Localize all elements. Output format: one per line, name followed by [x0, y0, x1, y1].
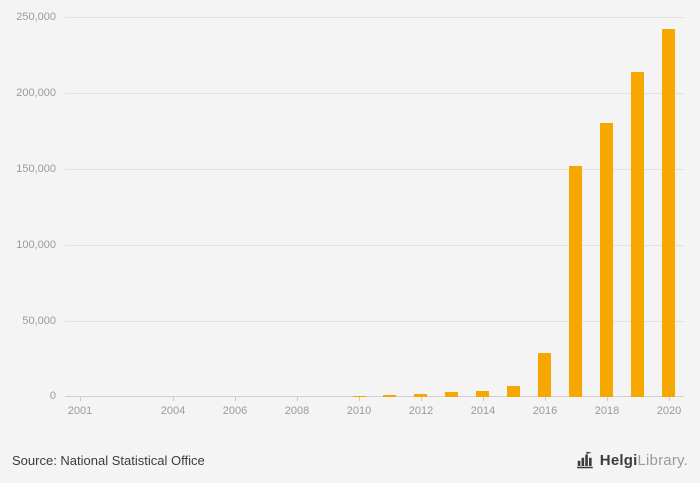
- y-tick-label: 250,000: [16, 11, 56, 23]
- x-tick-mark: [359, 397, 360, 401]
- bar-2020: [662, 29, 675, 397]
- gridline: [65, 321, 684, 322]
- bar-2017: [569, 166, 582, 397]
- x-tick-mark: [607, 397, 608, 401]
- gridline: [65, 17, 684, 18]
- logo-text-library: Library: [637, 451, 684, 469]
- chart-footer: Source: National Statistical Office Helg…: [0, 437, 700, 483]
- bar-2019: [631, 72, 644, 397]
- helgi-bars-icon: [576, 451, 595, 469]
- x-tick-label: 2020: [656, 405, 682, 417]
- x-tick-label: 2018: [594, 405, 620, 417]
- y-tick-label: 150,000: [16, 163, 56, 175]
- x-tick-label: 2008: [284, 405, 310, 417]
- logo-wordmark: HelgiLibrary.: [600, 452, 688, 469]
- x-tick-mark: [235, 397, 236, 401]
- x-tick-label: 2012: [408, 405, 434, 417]
- gridline: [65, 169, 684, 170]
- x-tick-label: 2014: [470, 405, 496, 417]
- helgi-library-logo[interactable]: HelgiLibrary.: [576, 451, 688, 469]
- gridline: [65, 245, 684, 246]
- x-tick-mark: [421, 397, 422, 401]
- x-tick-label: 2004: [160, 405, 186, 417]
- x-tick-label: 2016: [532, 405, 558, 417]
- plot-area: 0 50,000 100,000 150,000 200,000 250,000 2001 2…: [16, 11, 684, 417]
- bar-2013: [445, 392, 458, 397]
- bar-2018: [600, 123, 613, 397]
- y-tick-label: 50,000: [22, 315, 56, 327]
- x-tick-label: 2006: [222, 405, 248, 417]
- y-tick-label: 200,000: [16, 87, 56, 99]
- y-tick-label: 100,000: [16, 239, 56, 251]
- bar-2012: [414, 394, 427, 397]
- x-axis-line: [65, 396, 684, 397]
- x-tick-mark: [80, 397, 81, 401]
- bar-2014: [476, 391, 489, 397]
- x-tick-label: 2001: [67, 405, 93, 417]
- x-tick-mark: [173, 397, 174, 401]
- y-tick-label: 0: [49, 390, 56, 402]
- source-text: Source: National Statistical Office: [12, 452, 205, 468]
- bar-2010: [353, 396, 366, 397]
- gridline: [65, 93, 684, 94]
- x-tick-mark: [669, 397, 670, 401]
- x-tick-label: 2010: [346, 405, 372, 417]
- bar-2011: [383, 395, 396, 397]
- x-tick-mark: [483, 397, 484, 401]
- logo-text-helgi: Helgi: [599, 451, 638, 469]
- logo-text-suffix: .: [683, 451, 688, 469]
- bar-2015: [507, 386, 520, 397]
- bar-2016: [538, 353, 551, 397]
- x-tick-mark: [545, 397, 546, 401]
- x-tick-mark: [297, 397, 298, 401]
